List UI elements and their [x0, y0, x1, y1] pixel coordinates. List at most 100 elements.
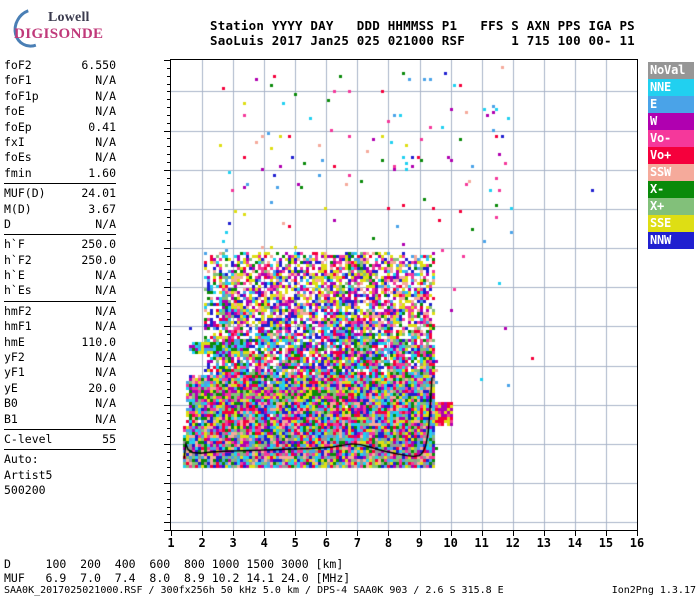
- y-axis-major-tick: [164, 530, 171, 531]
- param-row-md: M(D) 3.67: [4, 202, 116, 217]
- y-axis-minor-tick: [167, 68, 171, 69]
- x-axis-label: 11: [474, 536, 489, 550]
- y-axis-minor-tick: [167, 225, 171, 226]
- param-value: 250.0: [81, 237, 116, 252]
- legend-item-x[interactable]: X-: [648, 181, 694, 198]
- param-separator: [4, 428, 116, 430]
- y-axis-minor-tick: [167, 146, 171, 147]
- autoscale-info-line: 500200: [4, 483, 46, 498]
- param-value: 24.01: [81, 186, 116, 201]
- y-axis-minor-tick: [167, 311, 171, 312]
- y-axis-minor-tick: [167, 373, 171, 374]
- y-axis-minor-tick: [167, 444, 171, 445]
- param-row-yf2: yF2 N/A: [4, 350, 116, 365]
- param-value: 20.0: [88, 380, 116, 395]
- scale-line-muf: MUF 6.9 7.0 7.4 8.0 8.9 10.2 14.1 24.0 […: [4, 570, 351, 585]
- legend-item-nnw[interactable]: NNW: [648, 232, 694, 249]
- autoscale-info-line: Auto:: [4, 452, 39, 467]
- param-row-d: D N/A: [4, 217, 116, 232]
- logo-digisonde-text: DIGISONDE: [14, 26, 104, 42]
- x-axis-label: 8: [384, 536, 393, 550]
- param-row-foes: foEs N/A: [4, 150, 116, 165]
- y-axis-minor-tick: [167, 170, 171, 171]
- legend-item-sse[interactable]: SSE: [648, 215, 694, 232]
- legend-item-label: NNW: [650, 233, 672, 247]
- legend-item-label: X-: [650, 182, 665, 196]
- y-axis-minor-tick: [167, 334, 171, 335]
- param-separator: [4, 300, 116, 302]
- y-axis-minor-tick: [167, 428, 171, 429]
- y-axis-minor-tick: [167, 507, 171, 508]
- y-axis-minor-tick: [167, 115, 171, 116]
- param-separator: [4, 234, 116, 236]
- y-axis-minor-tick: [167, 467, 171, 468]
- x-axis-tick: [606, 531, 607, 536]
- param-value: N/A: [95, 319, 116, 334]
- legend-item-noval[interactable]: NoVal: [648, 62, 694, 79]
- legend-item-x[interactable]: X+: [648, 198, 694, 215]
- param-value: N/A: [95, 134, 116, 149]
- x-axis-tick: [513, 531, 514, 536]
- y-axis-minor-tick: [167, 76, 171, 77]
- logo-lowell-text: Lowell: [48, 10, 90, 25]
- param-key: hmF1: [4, 319, 32, 334]
- legend-item-label: SSE: [650, 216, 672, 230]
- autoscale-info-line: Artist5: [4, 467, 53, 482]
- y-axis-minor-tick: [167, 287, 171, 288]
- plot-data-scatter: [171, 60, 637, 530]
- y-axis-minor-tick: [167, 209, 171, 210]
- y-axis-minor-tick: [167, 264, 171, 265]
- x-axis-tick: [575, 531, 576, 536]
- y-axis-minor-tick: [167, 413, 171, 414]
- legend-item-vo[interactable]: Vo-: [648, 130, 694, 147]
- y-axis-minor-tick: [167, 99, 171, 100]
- param-value: N/A: [95, 303, 116, 318]
- y-axis-minor-tick: [167, 514, 171, 515]
- legend-item-vo[interactable]: Vo+: [648, 147, 694, 164]
- param-key: yF1: [4, 365, 25, 380]
- x-axis-tick: [295, 531, 296, 536]
- param-key: h`E: [4, 268, 25, 283]
- legend-item-w[interactable]: W: [648, 113, 694, 130]
- param-row-fof1: foF1 N/A: [4, 73, 116, 88]
- param-row-foe: foE N/A: [4, 104, 116, 119]
- legend-item-e[interactable]: E: [648, 96, 694, 113]
- x-axis-tick: [451, 531, 452, 536]
- y-axis-minor-tick: [167, 350, 171, 351]
- legend-item-nne[interactable]: NNE: [648, 79, 694, 96]
- y-axis-minor-tick: [167, 185, 171, 186]
- y-axis-minor-tick: [167, 138, 171, 139]
- param-key: h`Es: [4, 283, 32, 298]
- y-axis-minor-tick: [167, 84, 171, 85]
- y-axis-minor-tick: [167, 232, 171, 233]
- param-key: MUF(D): [4, 186, 46, 201]
- param-value: N/A: [95, 283, 116, 298]
- param-key: foE: [4, 104, 25, 119]
- y-axis-minor-tick: [167, 522, 171, 523]
- legend-item-ssw[interactable]: SSW: [648, 164, 694, 181]
- param-key: hmE: [4, 334, 25, 349]
- y-axis-minor-tick: [167, 303, 171, 304]
- y-axis-minor-tick: [167, 381, 171, 382]
- y-axis-minor-tick: [167, 326, 171, 327]
- param-key: M(D): [4, 201, 32, 216]
- param-row-yf1: yF1 N/A: [4, 365, 116, 380]
- y-axis-minor-tick: [167, 131, 171, 132]
- parameter-table: foF2 6.550 foF1 N/A foF1p N/A foE N/A foEp 0.41 fx…: [4, 58, 116, 499]
- param-row-ye: yE 20.0: [4, 381, 116, 396]
- param-row-hf2: h`F2 250.0: [4, 253, 116, 268]
- x-axis-tick: [388, 531, 389, 536]
- param-row-fxi: fxI N/A: [4, 135, 116, 150]
- y-axis-minor-tick: [167, 342, 171, 343]
- x-axis-label: 16: [629, 536, 645, 550]
- legend-item-label: NoVal: [650, 63, 686, 77]
- param-value: 55: [102, 431, 116, 446]
- param-value: 250.0: [81, 252, 116, 267]
- y-axis-minor-tick: [167, 248, 171, 249]
- x-axis-label: 6: [322, 536, 330, 550]
- y-axis-minor-tick: [167, 279, 171, 280]
- param-key: foF1: [4, 73, 32, 88]
- y-axis-minor-tick: [167, 162, 171, 163]
- y-axis-minor-tick: [167, 107, 171, 108]
- legend-item-label: Vo+: [650, 148, 672, 162]
